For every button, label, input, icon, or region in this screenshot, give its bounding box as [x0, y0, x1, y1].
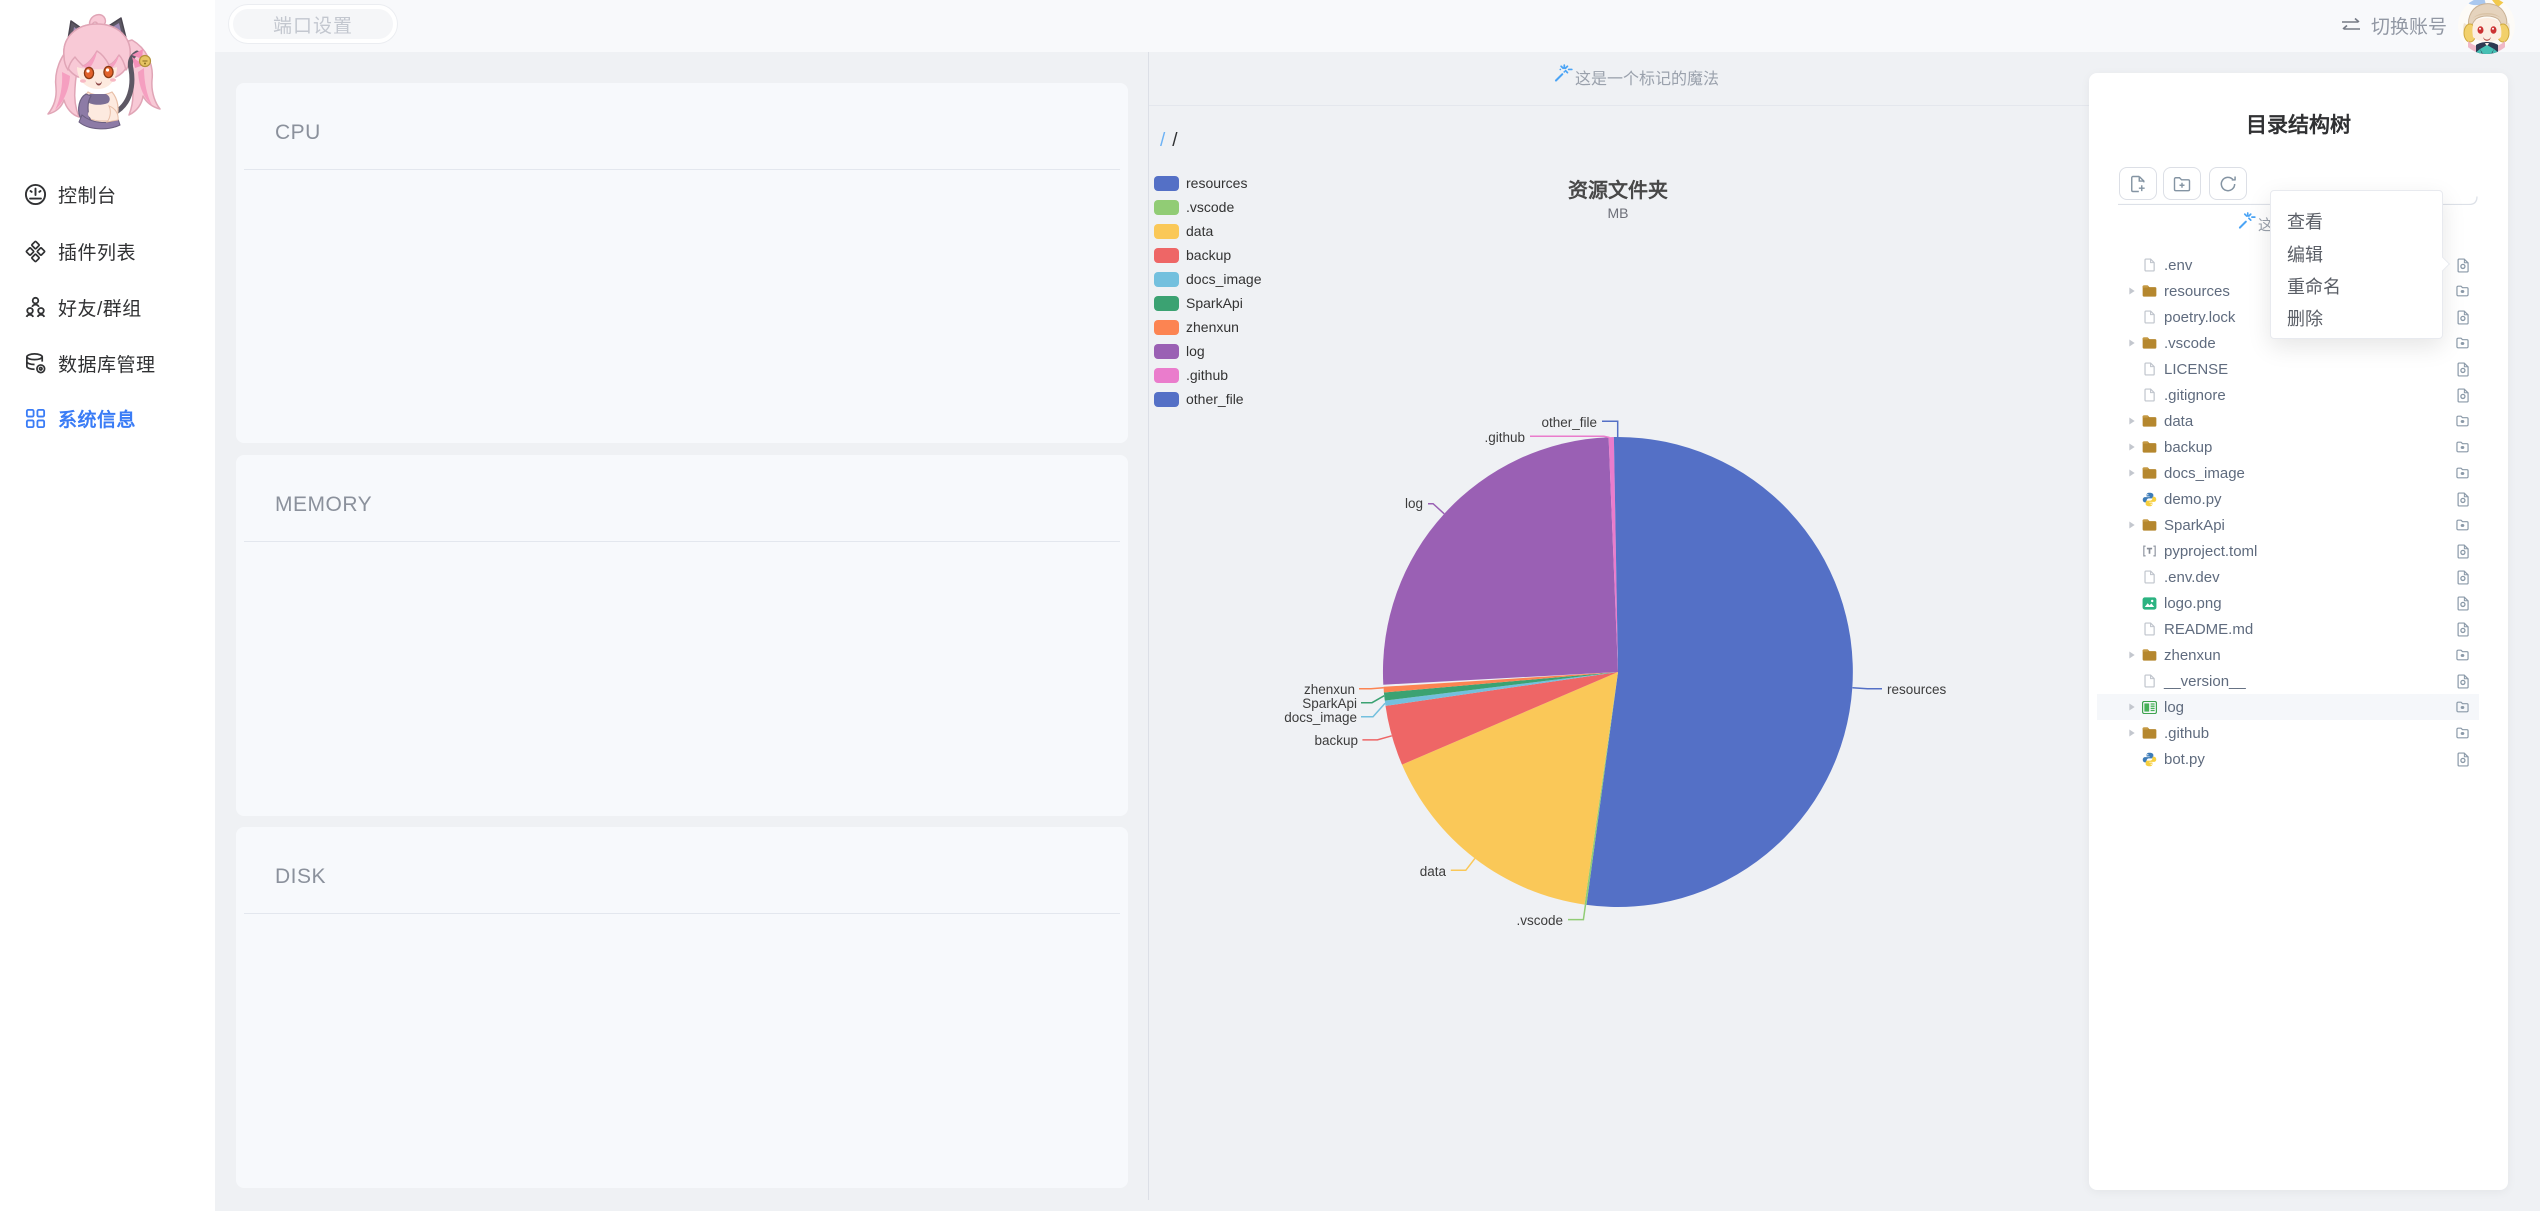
svg-text:SparkApi: SparkApi: [1302, 696, 1357, 711]
svg-text:log: log: [1405, 496, 1423, 511]
svg-text:resources: resources: [1887, 682, 1947, 697]
svg-text:.github: .github: [1484, 430, 1525, 445]
svg-text:zhenxun: zhenxun: [1304, 682, 1355, 697]
svg-text:data: data: [1420, 864, 1447, 879]
svg-text:backup: backup: [1314, 733, 1358, 748]
svg-text:docs_image: docs_image: [1284, 710, 1357, 725]
svg-text:other_file: other_file: [1541, 415, 1597, 430]
svg-text:.vscode: .vscode: [1516, 913, 1563, 928]
